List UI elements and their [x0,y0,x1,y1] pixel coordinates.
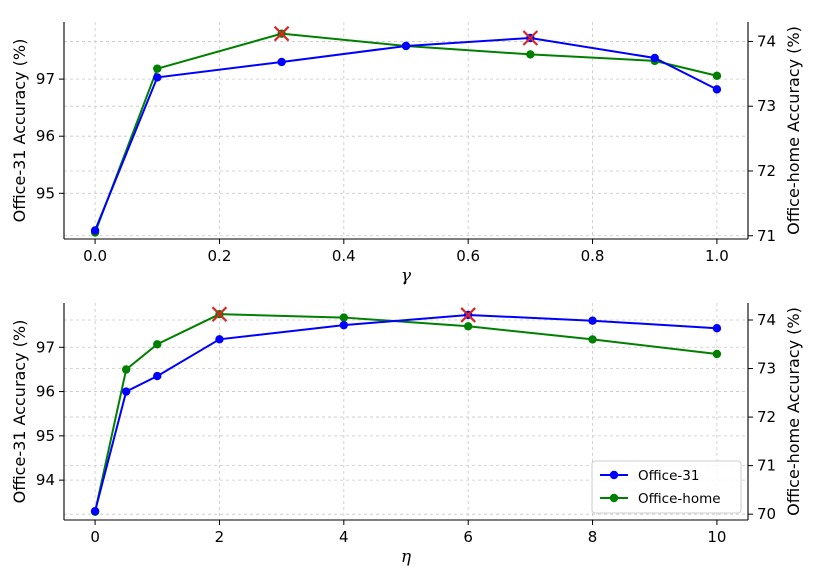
y-tick-label-right: 74 [757,311,776,329]
data-point [526,50,535,59]
x-tick-label: 2 [215,528,225,546]
data-point [339,313,349,322]
legend-label: Office-home [638,491,721,507]
data-point [339,320,349,330]
best-marker-stroke [211,306,228,322]
data-point [153,371,162,381]
series-office-31 [90,33,722,235]
legend-entry: Office-home [600,491,721,507]
grid-lines [64,22,748,239]
legend-swatch-marker [609,470,619,480]
legend-box [591,460,742,514]
data-point [712,85,722,94]
best-marker [211,306,228,322]
series-line [94,32,718,233]
best-marker [460,307,476,323]
series-line [94,36,718,231]
series-line [94,313,718,512]
y-tick-label-right: 73 [757,97,776,115]
legend-entry: Office-31 [600,468,699,484]
data-point [153,64,162,73]
y-tick-label-right: 74 [757,32,776,50]
legend-label: Office-31 [638,468,699,484]
legend-swatch-marker [609,493,619,503]
data-point [121,365,131,374]
y-tick-label-left: 95 [36,427,55,445]
x-axis-label: η [401,547,412,567]
x-tick-label: 0.2 [208,247,232,265]
best-marker [522,30,539,46]
x-tick-label: 0 [90,528,100,546]
y-tick-label-left: 95 [36,184,55,202]
x-axis-label: γ [401,266,412,286]
y-tick-label-right: 73 [757,360,776,378]
chart-panel-1: 0.0 0.2 0.4 0.6 0.8 1.0 95 96 97 71 72 73 74 Office-3… [10,22,803,286]
series-line [94,313,717,512]
x-tick-label: 4 [339,528,349,546]
chart-panel-2: 0 2 4 6 8 10 94 95 96 97 70 71 72 73 74 Office-31 Accur… [10,303,803,567]
best-marker [273,25,290,42]
y-tick-label-left: 96 [36,383,55,401]
y-tick-label-right: 70 [757,505,776,523]
x-tick-label: 1.0 [705,247,729,265]
y-tick-label-right: 71 [757,457,776,475]
data-point [588,335,597,344]
x-tick-label: 0.4 [332,247,356,265]
data-point [277,57,286,67]
data-point [215,335,224,344]
data-point [121,387,131,396]
data-point [90,226,100,235]
y-tick-label-left: 94 [36,471,55,489]
x-tick-label: 0.8 [581,247,605,265]
data-point [650,53,659,63]
best-marker-stroke [273,25,290,42]
y-tick-label-left: 96 [36,127,55,145]
data-point [401,41,411,51]
data-point [153,340,162,349]
y-tick-label-left: 97 [36,70,55,88]
data-point [712,349,722,359]
y-tick-label-right: 72 [757,408,776,426]
data-point [90,506,100,516]
y-tick-label-right: 72 [757,162,776,180]
y-axis-label-right: Office-home Accuracy (%) [784,307,803,516]
grid-lines [64,303,748,520]
x-tick-label: 0.0 [83,247,107,265]
x-tick-label: 8 [588,528,598,546]
x-tick-label: 10 [707,528,726,546]
data-point [588,316,597,325]
y-tick-label-left: 97 [36,338,55,356]
series-office-home [90,29,722,237]
data-point [712,324,722,333]
x-tick-label: 6 [463,528,473,546]
y-axis-label-left: Office-31 Accuracy (%) [10,320,29,504]
x-tick-label: 0.6 [456,247,480,265]
data-point [153,73,162,82]
data-point [712,71,722,80]
best-marker-stroke [522,30,539,46]
y-tick-label-right: 71 [757,227,776,245]
y-axis-label-right: Office-home Accuracy (%) [784,26,803,235]
data-point [463,322,473,331]
legend: Office-31 Office-home [591,460,742,514]
best-marker-stroke [460,307,476,323]
y-axis-label-left: Office-31 Accuracy (%) [10,39,29,223]
